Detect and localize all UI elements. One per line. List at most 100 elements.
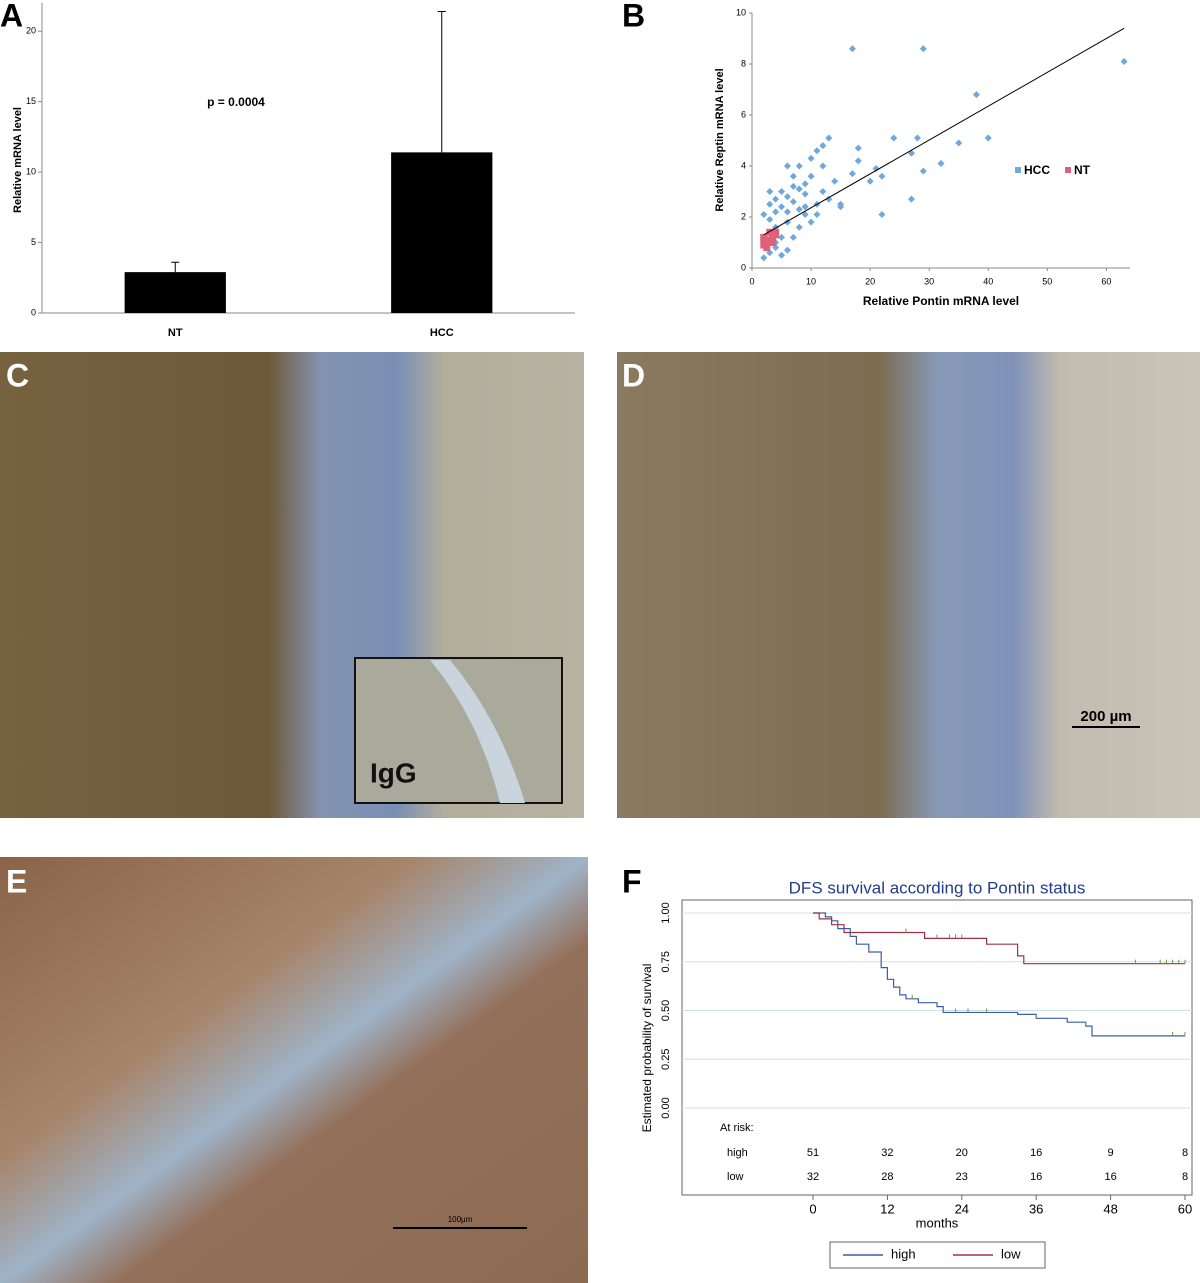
scatter-point (854, 144, 862, 152)
y-tick-label: 0.75 (660, 951, 672, 972)
x-tick-label: 24 (955, 1201, 969, 1216)
scatter-point (795, 205, 803, 213)
scatter-point (872, 165, 880, 173)
survival-curve (813, 912, 1185, 1037)
micrograph (0, 857, 588, 1283)
scatter-point (825, 134, 833, 142)
x-axis-label: Relative Pontin mRNA level (863, 294, 1019, 308)
scatter-point (772, 195, 780, 203)
y-axis-label: Estimated probability of survival (640, 964, 654, 1133)
error-bar (171, 261, 180, 273)
scatter-point (837, 200, 845, 208)
scatter-point (807, 154, 815, 162)
y-tick-label: 2 (741, 211, 746, 221)
scatter-point (955, 139, 963, 147)
x-tick-label: 60 (1178, 1201, 1192, 1216)
scatter-point (766, 216, 774, 224)
x-tick-label: NT (168, 327, 183, 339)
scatter-point (778, 188, 786, 195)
y-tick-label: 5 (31, 237, 36, 247)
legend-swatch (1015, 167, 1021, 173)
scatter-point (783, 193, 791, 201)
panel-e: E 100µm (0, 857, 588, 1283)
scatter-point (831, 177, 839, 185)
scatter-point (760, 236, 768, 244)
panel-d: D 200 µm (617, 352, 1200, 818)
scatter-point (772, 208, 780, 216)
scatter-point (760, 254, 768, 262)
at-risk-count: 16 (1030, 1171, 1042, 1183)
scatter-point (789, 198, 797, 206)
micrograph (617, 352, 1200, 818)
at-risk-count: 16 (1104, 1171, 1116, 1183)
inset-label: IgG (370, 757, 417, 788)
scatter-point (848, 45, 856, 53)
at-risk-count: 28 (881, 1171, 893, 1183)
y-axis-label: Relative Reptin mRNA level (714, 68, 726, 211)
x-tick-label: 48 (1103, 1201, 1117, 1216)
y-tick-label: 1.00 (660, 902, 672, 923)
x-tick-label: 0 (809, 1201, 816, 1216)
trend-line (763, 27, 1125, 236)
y-tick-label: 0 (31, 307, 36, 317)
legend-swatch (1065, 167, 1071, 173)
scale-bar-label: 100µm (448, 1215, 473, 1224)
y-axis-label: Relative mRNA level (12, 107, 24, 213)
annotation: p = 0.0004 (207, 95, 265, 109)
x-tick-label: HCC (430, 327, 454, 339)
at-risk-label: At risk: (720, 1122, 754, 1134)
y-tick-label: 8 (741, 58, 746, 68)
panel-letter: E (6, 863, 27, 899)
y-tick-label: 15 (26, 96, 36, 106)
scatter-point (801, 180, 809, 188)
scatter-point (819, 162, 827, 170)
scatter-point (878, 210, 886, 218)
x-tick-label: 36 (1029, 1201, 1043, 1216)
at-risk-row-label: high (727, 1147, 748, 1159)
plot-frame (681, 899, 1193, 1196)
legend-box (829, 1241, 1046, 1269)
scatter-point (795, 185, 803, 193)
scatter-point (795, 223, 803, 231)
y-tick-label: 10 (26, 166, 36, 176)
panel-c: C IgG (0, 352, 584, 818)
x-tick-label: 12 (880, 1201, 894, 1216)
panel-letter: B (622, 0, 645, 33)
scatter-point (907, 195, 915, 203)
y-tick-label: 0 (741, 262, 746, 272)
at-risk-count: 23 (956, 1171, 968, 1183)
y-tick-label: 6 (741, 109, 746, 119)
x-axis-label: months (916, 1215, 959, 1230)
scatter-point (878, 172, 886, 180)
x-tick-label: 20 (865, 276, 875, 286)
at-risk-count: 51 (807, 1147, 819, 1159)
y-tick-label: 0.00 (660, 1097, 672, 1118)
at-risk-count: 32 (881, 1147, 893, 1159)
legend-label: high (891, 1246, 916, 1261)
at-risk-count: 8 (1182, 1171, 1188, 1183)
scatter-point (854, 157, 862, 165)
x-tick-label: 60 (1101, 276, 1111, 286)
scatter-point (825, 195, 833, 203)
scatter-point (783, 246, 791, 254)
legend-label: HCC (1024, 163, 1050, 177)
panel-letter: D (622, 357, 645, 393)
scatter-point (807, 218, 815, 226)
y-tick-label: 0.50 (660, 1000, 672, 1021)
x-tick-label: 40 (983, 276, 993, 286)
scatter-point (801, 203, 809, 211)
scatter-point (807, 172, 815, 180)
scatter-point (972, 91, 980, 99)
bar (124, 272, 226, 313)
scatter-point (813, 210, 821, 218)
scatter-point (801, 190, 809, 198)
scatter-point (866, 177, 874, 185)
legend-label: low (1001, 1246, 1021, 1261)
x-tick-label: 10 (806, 276, 816, 286)
at-risk-row-label: low (727, 1171, 744, 1183)
scatter-point (819, 142, 827, 150)
scatter-point (783, 208, 791, 216)
scatter-point (766, 239, 774, 246)
scatter-point (913, 134, 921, 142)
at-risk-count: 32 (807, 1171, 819, 1183)
